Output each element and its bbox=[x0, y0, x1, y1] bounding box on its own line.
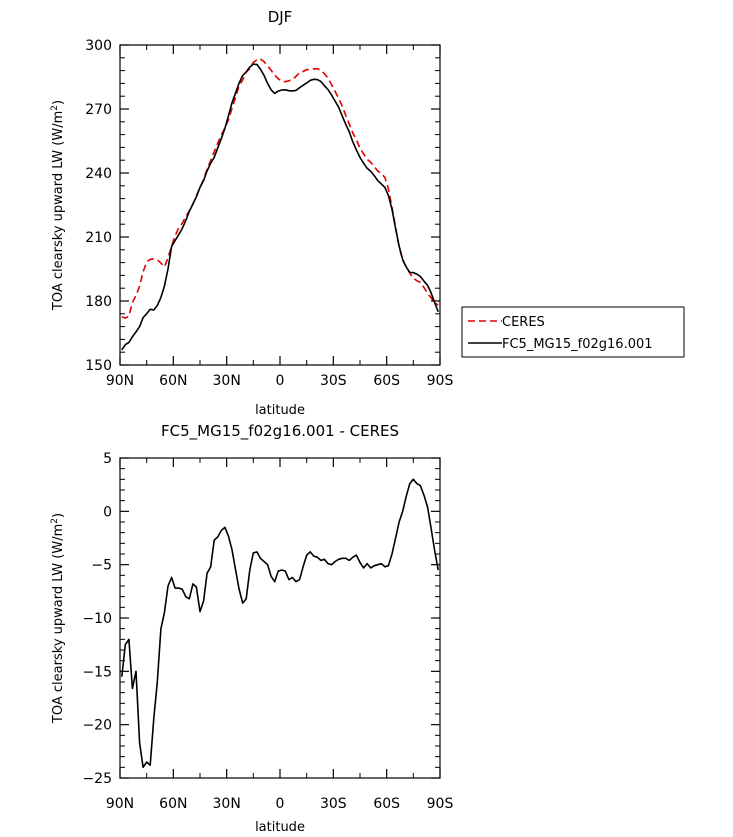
x-tick-label: 90S bbox=[427, 373, 454, 389]
y-tick-label: 150 bbox=[85, 358, 112, 374]
x-tick-label: 60S bbox=[373, 796, 400, 812]
y-tick-label: 240 bbox=[85, 166, 112, 182]
chart-title: FC5_MG15_f02g16.001 - CERES bbox=[161, 422, 399, 441]
x-tick-label: 60S bbox=[373, 373, 400, 389]
series-line-ceres bbox=[121, 58, 439, 319]
plot-frame bbox=[119, 44, 441, 366]
y-axis-title: TOA clearsky upward LW (W/m2) bbox=[50, 100, 66, 311]
x-tick-label: 0 bbox=[276, 373, 285, 389]
x-axis-title: latitude bbox=[255, 820, 305, 835]
y-tick-label: 0 bbox=[103, 504, 112, 520]
series-line-difference bbox=[121, 478, 439, 769]
x-tick-label: 60N bbox=[159, 796, 187, 812]
plot-frame bbox=[119, 457, 441, 779]
y-tick-label: −15 bbox=[82, 664, 112, 680]
y-tick-label: 210 bbox=[85, 230, 112, 246]
x-tick-label: 90S bbox=[427, 796, 454, 812]
x-tick-label: 90N bbox=[106, 373, 134, 389]
legend-box bbox=[461, 306, 685, 358]
legend: CERES FC5_MG15_f02g16.001 bbox=[461, 306, 685, 358]
y-tick-label: 300 bbox=[85, 38, 112, 54]
legend-label: CERES bbox=[502, 315, 545, 330]
chart-title: DJF bbox=[268, 8, 293, 26]
y-tick-label: 180 bbox=[85, 294, 112, 310]
x-tick-label: 30S bbox=[320, 796, 347, 812]
x-axis-title: latitude bbox=[255, 403, 305, 418]
y-tick-label: −20 bbox=[82, 718, 112, 734]
y-tick-label: −5 bbox=[91, 558, 112, 574]
x-tick-label: 0 bbox=[276, 796, 285, 812]
x-tick-label: 60N bbox=[159, 373, 187, 389]
y-tick-label: −25 bbox=[82, 771, 112, 787]
chart-panel-1: DJF 90N 60N 30N 0 30S 60S 90S 150 180 210 240 270 300… bbox=[50, 8, 685, 418]
x-tick-label: 30N bbox=[213, 373, 241, 389]
y-tick-label: −10 bbox=[82, 611, 112, 627]
series-line-fc5-mg15-f02g16-001 bbox=[121, 63, 439, 351]
chart-panel-2: FC5_MG15_f02g16.001 - CERES 90N 60N 30N 0 30S… bbox=[50, 422, 453, 835]
legend-label: FC5_MG15_f02g16.001 bbox=[502, 337, 653, 352]
x-tick-label: 90N bbox=[106, 796, 134, 812]
x-tick-label: 30N bbox=[213, 796, 241, 812]
y-axis-title: TOA clearsky upward LW (W/m2) bbox=[50, 513, 66, 724]
y-tick-label: 5 bbox=[103, 451, 112, 467]
x-tick-label: 30S bbox=[320, 373, 347, 389]
y-tick-label: 270 bbox=[85, 102, 112, 118]
